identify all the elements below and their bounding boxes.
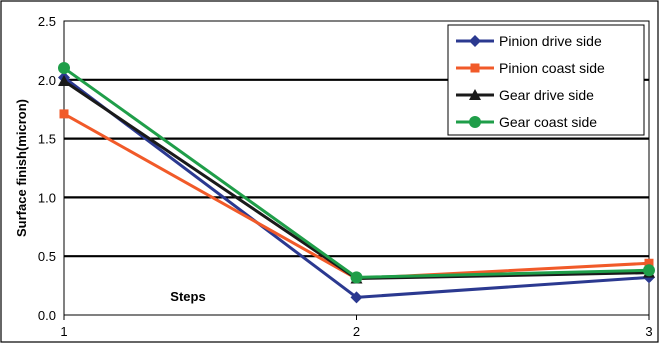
x-tick-label: 3 bbox=[645, 324, 652, 339]
data-point-pinion-drive-side bbox=[350, 291, 363, 304]
legend-label: Pinion drive side bbox=[499, 33, 602, 49]
data-point-gear-coast-side bbox=[58, 62, 70, 75]
y-tick-label: 2.5 bbox=[38, 14, 56, 29]
x-axis-title: Steps bbox=[170, 289, 205, 304]
legend-item-pinion-coast-side: Pinion coast side bbox=[456, 60, 605, 76]
legend: Pinion drive side Pinion coast side Gear d… bbox=[447, 24, 645, 136]
y-tick-label: 1.0 bbox=[38, 190, 56, 205]
y-axis-ticks: 0.0 0.5 1.0 1.5 2.0 2.5 bbox=[38, 14, 56, 323]
legend-item-pinion-drive-side: Pinion drive side bbox=[456, 33, 602, 49]
x-axis-ticks: 1 2 3 bbox=[60, 315, 653, 339]
legend-label: Gear drive side bbox=[499, 87, 594, 103]
y-axis-title: Surface finish(micron) bbox=[14, 99, 29, 237]
y-tick-label: 2.0 bbox=[38, 73, 56, 88]
legend-swatch-marker bbox=[469, 89, 481, 100]
y-tick-label: 1.5 bbox=[38, 132, 56, 147]
series-group bbox=[58, 62, 655, 304]
data-point-pinion-coast-side bbox=[644, 258, 654, 268]
series-gear-coast-side bbox=[58, 62, 655, 284]
legend-label: Pinion coast side bbox=[499, 60, 605, 76]
legend-item-gear-drive-side: Gear drive side bbox=[456, 87, 594, 103]
x-tick-label: 1 bbox=[60, 324, 67, 339]
legend-swatch-marker bbox=[469, 35, 481, 47]
legend-swatch-marker bbox=[469, 116, 481, 128]
legend-item-gear-coast-side: Gear coast side bbox=[456, 114, 597, 130]
data-point-gear-coast-side bbox=[643, 264, 655, 277]
y-tick-label: 0.0 bbox=[38, 308, 56, 323]
y-tick-label: 0.5 bbox=[38, 249, 56, 264]
legend-box bbox=[447, 24, 645, 136]
data-point-pinion-coast-side bbox=[59, 109, 69, 119]
legend-swatch-marker bbox=[470, 63, 480, 73]
series-pinion-drive-side bbox=[58, 71, 655, 304]
legend-label: Gear coast side bbox=[499, 114, 597, 130]
data-point-gear-drive-side bbox=[58, 74, 70, 86]
x-tick-label: 2 bbox=[353, 324, 360, 339]
data-point-gear-coast-side bbox=[350, 271, 363, 284]
